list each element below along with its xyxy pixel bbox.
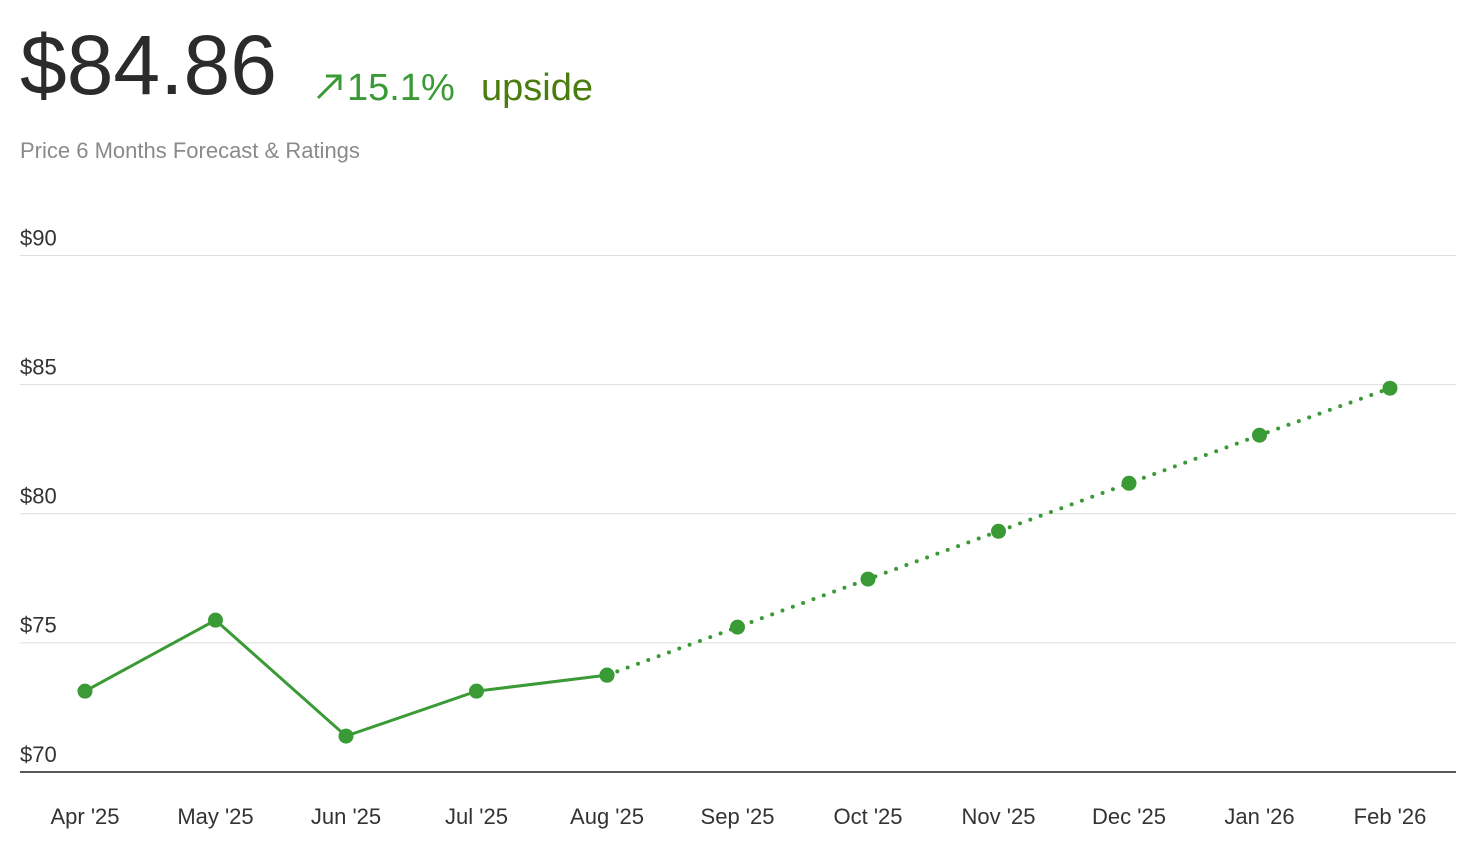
subtitle: Price 6 Months Forecast & Ratings: [20, 138, 360, 163]
x-tick-label: May '25: [177, 804, 253, 829]
data-point: [77, 683, 93, 699]
y-tick-label: $85: [20, 354, 57, 379]
data-point: [1121, 475, 1137, 491]
data-point: [860, 571, 876, 587]
data-point: [338, 728, 354, 744]
x-tick-label: Nov '25: [962, 804, 1036, 829]
y-tick-label: $75: [20, 613, 57, 638]
y-tick-label: $80: [20, 484, 57, 509]
price: $84.86: [20, 18, 277, 112]
change: 15.1%: [347, 67, 455, 109]
y-tick-label: $70: [20, 742, 57, 767]
x-tick-label: Oct '25: [833, 804, 902, 829]
x-tick-label: Aug '25: [570, 804, 644, 829]
x-tick-label: Sep '25: [701, 804, 775, 829]
data-point: [599, 667, 615, 683]
data-point: [991, 523, 1006, 539]
x-tick-label: Apr '25: [50, 804, 119, 829]
y-tick-label: $90: [20, 225, 57, 250]
data-point: [469, 683, 484, 699]
data-point: [730, 619, 745, 635]
up-arrow-icon: [316, 74, 342, 100]
x-tick-label: Jul '25: [445, 804, 508, 829]
change-label: upside: [481, 67, 593, 109]
x-tick-label: Dec '25: [1092, 804, 1166, 829]
x-tick-label: Feb '26: [1354, 804, 1427, 829]
x-tick-label: Jan '26: [1224, 804, 1294, 829]
data-point: [1382, 380, 1398, 396]
data-point: [1252, 427, 1267, 443]
data-point: [208, 612, 223, 628]
x-tick-label: Jun '25: [311, 804, 381, 829]
series-line: [84, 618, 608, 738]
